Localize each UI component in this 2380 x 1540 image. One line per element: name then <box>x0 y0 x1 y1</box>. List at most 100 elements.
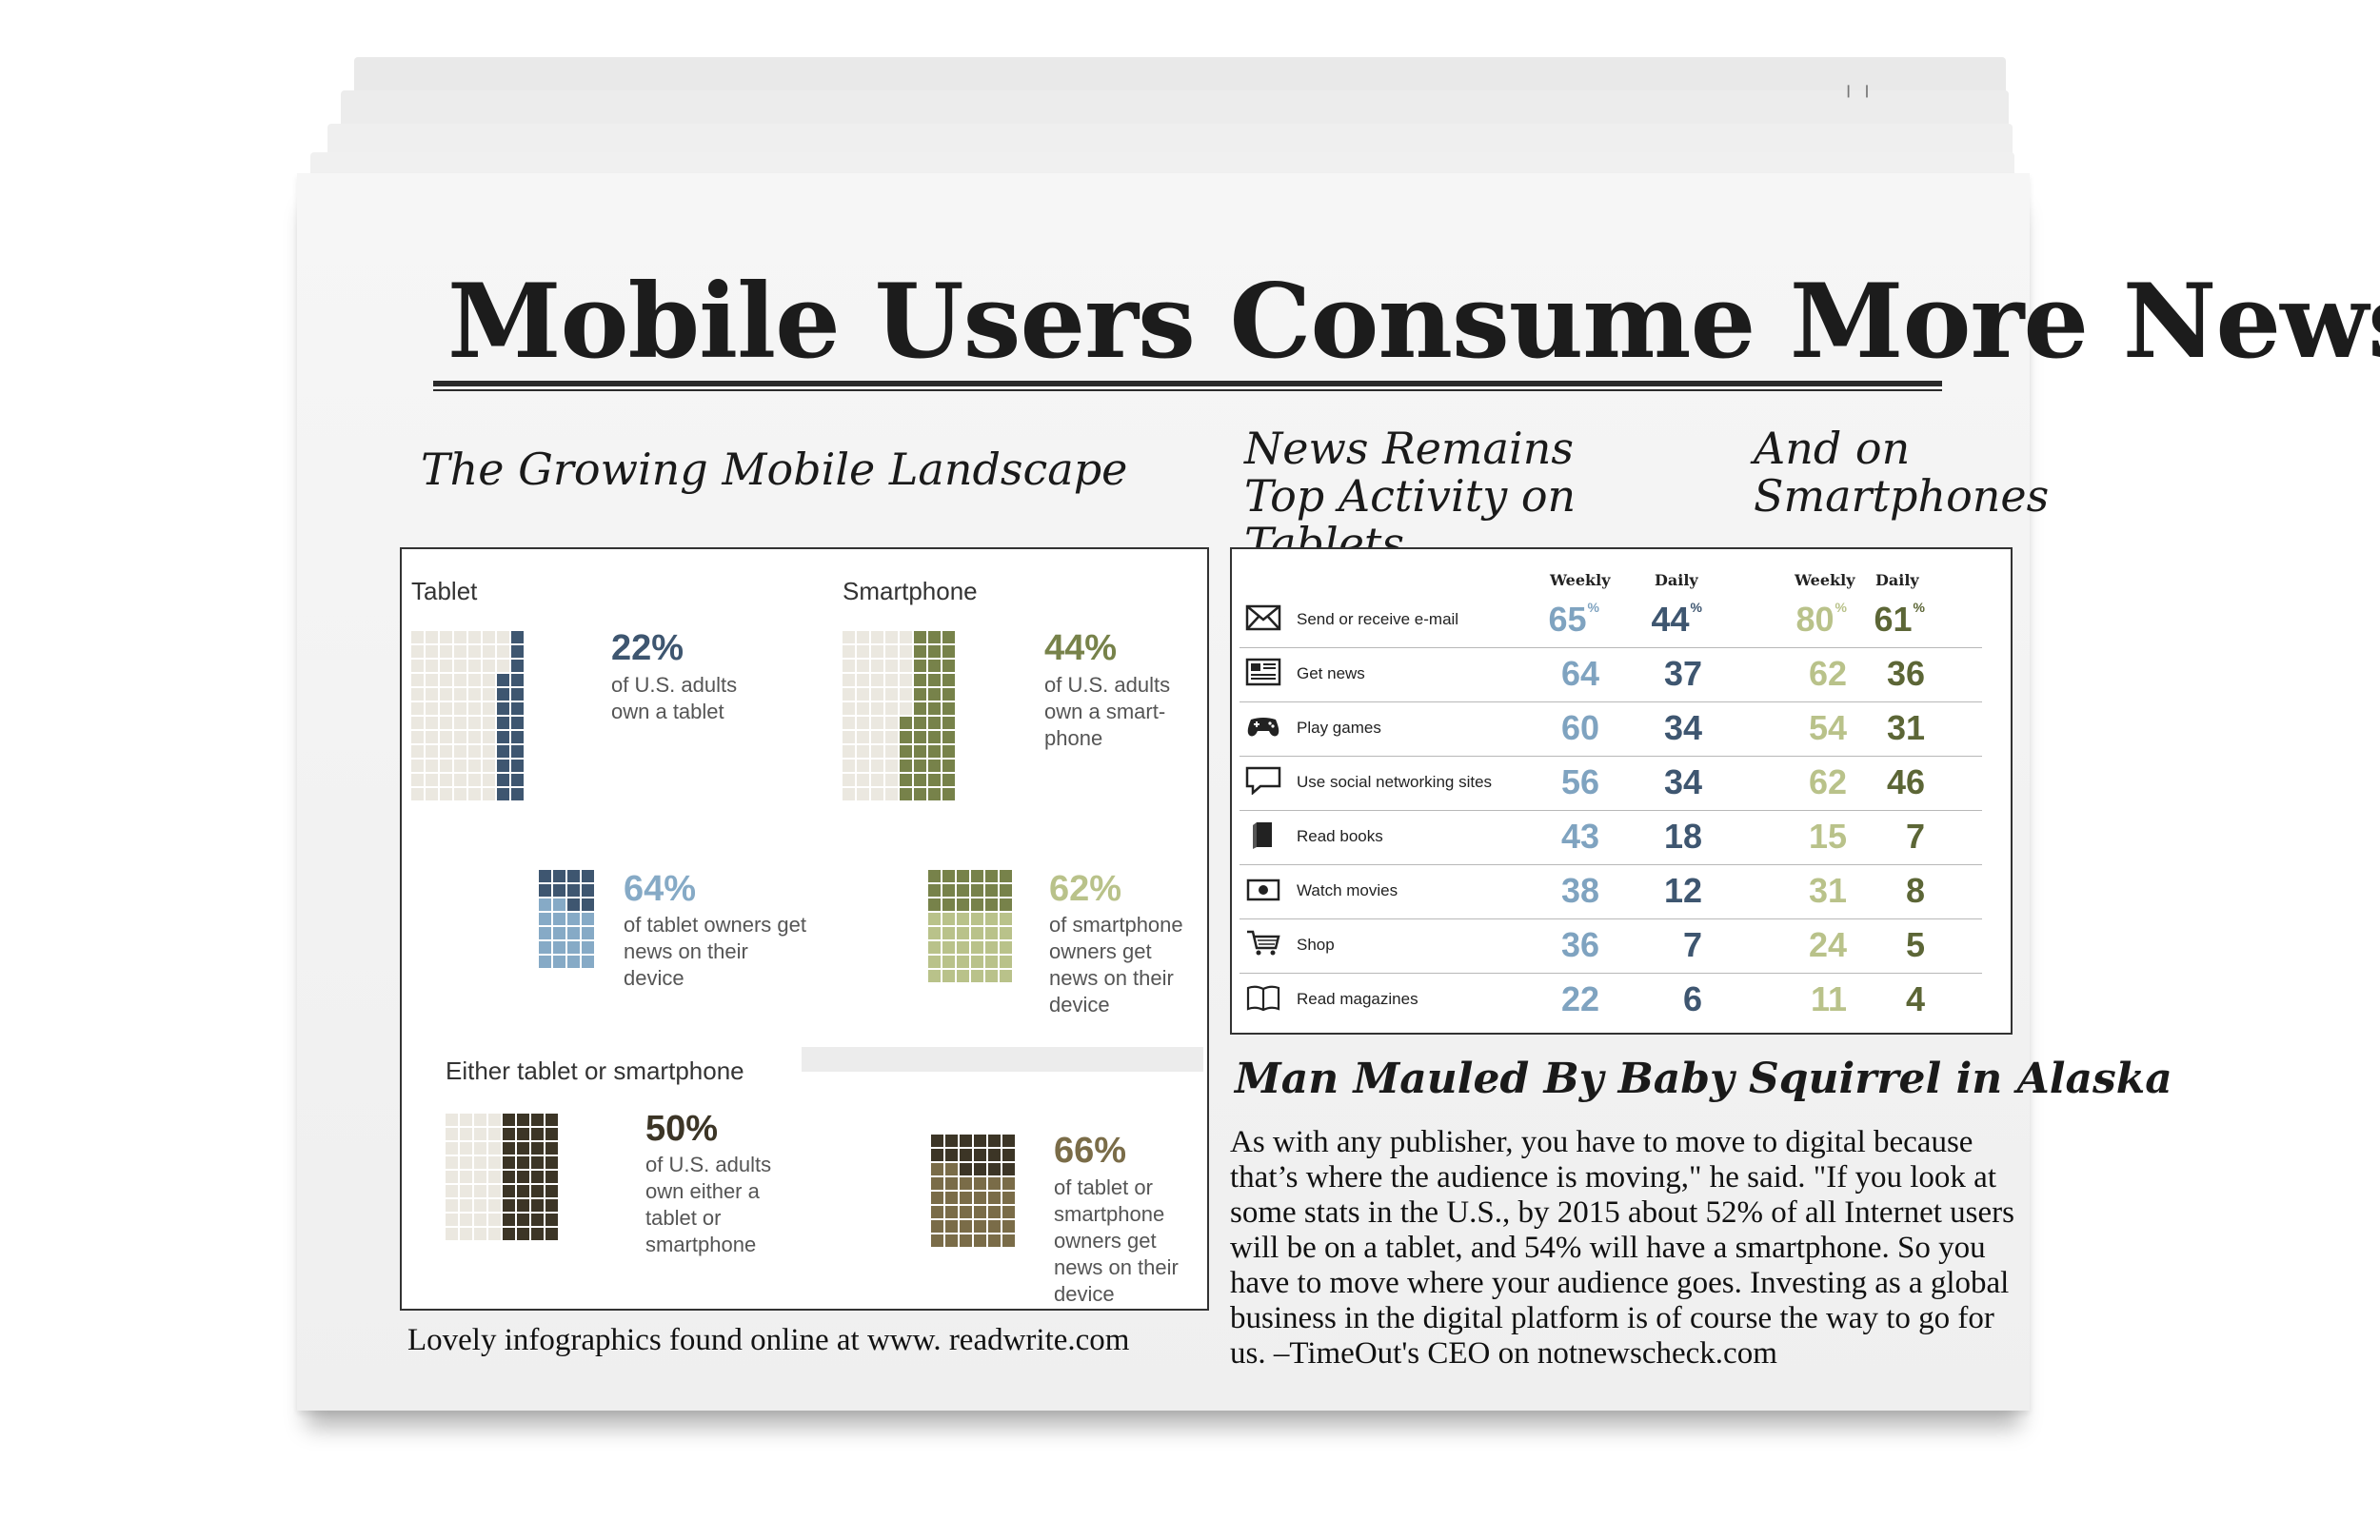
waffle-cell <box>957 913 969 925</box>
waffle-cell <box>497 660 509 672</box>
row-divider <box>1240 918 1982 919</box>
row-divider <box>1240 810 1982 811</box>
waffle-cell <box>914 674 926 686</box>
waffle-cell <box>957 970 969 982</box>
waffle-cell <box>928 731 941 743</box>
waffle-cell <box>960 1192 972 1204</box>
waffle-cell <box>942 970 955 982</box>
waffle-cell <box>440 631 452 643</box>
waffle-cell <box>914 645 926 658</box>
activity-value-tw: 38 <box>1560 871 1599 910</box>
activity-value-td: 6 <box>1682 979 1702 1018</box>
waffle-cell <box>928 898 941 911</box>
activity-value-sd: 8 <box>1905 871 1925 910</box>
waffle-cell <box>468 631 481 643</box>
waffle-cell <box>468 731 481 743</box>
activity-value-sd: 4 <box>1905 979 1925 1018</box>
waffle-cell <box>885 760 898 772</box>
newspaper-icon <box>1245 658 1283 688</box>
waffle-cell <box>914 660 926 672</box>
activity-label: Read books <box>1297 827 1383 845</box>
waffle-cell <box>497 688 509 701</box>
waffle-cell <box>871 702 883 715</box>
waffle-cell <box>582 956 594 968</box>
waffle-cell <box>468 760 481 772</box>
waffle-cell <box>885 631 898 643</box>
waffle-cell <box>928 674 941 686</box>
waffle-cell <box>960 1135 972 1147</box>
activity-value-tw: 60 <box>1560 708 1599 747</box>
waffle-cell <box>511 631 524 643</box>
either-news-pct: 66% <box>1054 1131 1127 1171</box>
activity-value-tw: 64 <box>1560 654 1599 693</box>
waffle-cell <box>567 870 580 882</box>
waffle-cell <box>857 717 869 729</box>
waffle-cell <box>974 1163 986 1175</box>
waffle-cell <box>1002 1206 1015 1218</box>
waffle-cell <box>843 717 855 729</box>
activity-label: Get news <box>1297 664 1365 682</box>
waffle-cell <box>871 788 883 800</box>
waffle-cell <box>931 1149 943 1161</box>
waffle-cell <box>503 1228 515 1240</box>
waffle-cell <box>843 645 855 658</box>
waffle-cell <box>454 660 466 672</box>
waffle-cell <box>553 927 565 939</box>
waffle-cell <box>900 760 912 772</box>
article-body: As with any publisher, you have to move … <box>1230 1125 2014 1371</box>
waffle-cell <box>411 717 424 729</box>
waffle-cell <box>988 1206 1001 1218</box>
percent-sign: % <box>1587 600 1599 615</box>
waffle-cell <box>843 774 855 786</box>
waffle-cell <box>843 731 855 743</box>
waffle-cell <box>497 702 509 715</box>
waffle-cell <box>474 1171 486 1183</box>
waffle-cell <box>582 913 594 925</box>
waffle-cell <box>900 788 912 800</box>
smartphone-news-pct: 62% <box>1049 869 1122 909</box>
waffle-cell <box>1000 898 1012 911</box>
waffle-cell <box>497 731 509 743</box>
waffle-cell <box>957 870 969 882</box>
activity-value-sw: 80% <box>1795 600 1848 639</box>
waffle-cell <box>454 731 466 743</box>
waffle-cell <box>503 1142 515 1155</box>
landscape-panel <box>400 547 1209 1311</box>
waffle-cell <box>511 745 524 758</box>
waffle-cell <box>497 788 509 800</box>
tablet-news-pct: 64% <box>624 869 697 909</box>
waffle-cell <box>488 1185 501 1197</box>
waffle-cell <box>483 731 495 743</box>
waffle-cell <box>900 702 912 715</box>
row-divider <box>1240 973 1982 974</box>
waffle-cell <box>914 717 926 729</box>
activity-value-sw: 15 <box>1808 817 1847 856</box>
waffle-cell <box>539 913 551 925</box>
waffle-cell <box>843 702 855 715</box>
waffle-cell <box>945 1149 958 1161</box>
waffle-cell <box>517 1128 529 1140</box>
smartphones-title: And on Smartphones <box>1754 423 2050 522</box>
waffle-cell <box>483 717 495 729</box>
activity-label: Use social networking sites <box>1297 773 1493 791</box>
waffle-cell <box>460 1114 472 1126</box>
waffle-cell <box>928 745 941 758</box>
credit-line: Lovely infographics found online at www.… <box>407 1323 1130 1357</box>
waffle-cell <box>843 660 855 672</box>
waffle-cell <box>446 1228 458 1240</box>
waffle-cell <box>985 956 998 968</box>
waffle-cell <box>517 1156 529 1169</box>
smartphone-daily-header: Daily <box>1875 571 1919 589</box>
waffle-cell <box>971 956 983 968</box>
waffle-cell <box>942 702 955 715</box>
waffle-cell <box>553 956 565 968</box>
waffle-cell <box>957 898 969 911</box>
waffle-cell <box>460 1156 472 1169</box>
waffle-cell <box>857 731 869 743</box>
waffle-cell <box>971 941 983 954</box>
activity-value-tw: 22 <box>1560 979 1599 1018</box>
waffle-cell <box>539 927 551 939</box>
movie-icon <box>1245 875 1283 905</box>
smartphone-ownership-pct: 44% <box>1044 628 1118 668</box>
waffle-cell <box>928 702 941 715</box>
